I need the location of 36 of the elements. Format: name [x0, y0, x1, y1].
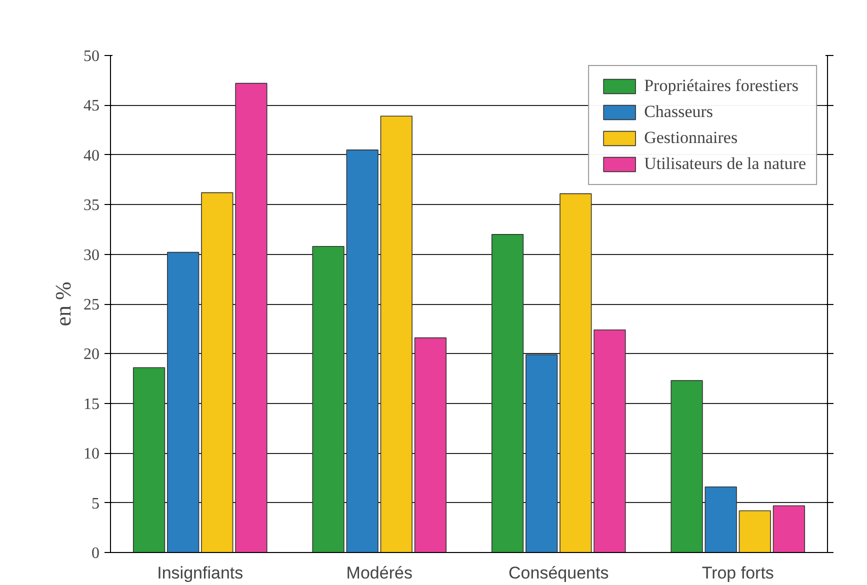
legend-label: Utilisateurs de la nature	[644, 154, 806, 174]
y-tick-label: 45	[84, 98, 100, 115]
y-tick-label: 25	[84, 296, 100, 314]
y-tick-label: 35	[84, 197, 100, 214]
y-tick-label: 10	[84, 446, 100, 463]
legend-label: Gestionnaires	[644, 128, 738, 148]
y-tick-label: 30	[84, 246, 100, 264]
y-tick-label: 50	[84, 48, 100, 65]
bar	[704, 486, 737, 552]
bar	[380, 116, 412, 552]
y-tick-label: 0	[92, 545, 100, 562]
legend-label: Chasseurs	[644, 102, 714, 122]
bar	[670, 380, 703, 552]
bar	[772, 505, 806, 552]
bar	[167, 252, 200, 552]
x-tick-label: Modérés	[346, 564, 412, 582]
bar	[312, 246, 344, 552]
bar	[201, 192, 234, 552]
x-tick-label: Conséquents	[508, 564, 609, 582]
bar	[491, 234, 524, 552]
bar	[132, 367, 166, 552]
y-axis-title: en %	[50, 282, 76, 326]
bar	[594, 329, 626, 552]
y-tick-label: 40	[84, 147, 100, 164]
x-tick-label: Trop forts	[702, 564, 774, 582]
legend-label: Propriétaires forestiers	[644, 76, 798, 96]
y-tick-label: 15	[84, 396, 100, 413]
bar	[235, 82, 268, 552]
y-tick-label: 5	[92, 495, 100, 512]
bar	[346, 150, 378, 552]
bar	[414, 337, 447, 552]
bar	[526, 354, 558, 552]
bar	[738, 510, 771, 552]
bar	[560, 193, 592, 552]
x-tick-label: Insignfiants	[157, 564, 244, 582]
y-tick-label: 20	[84, 346, 100, 364]
